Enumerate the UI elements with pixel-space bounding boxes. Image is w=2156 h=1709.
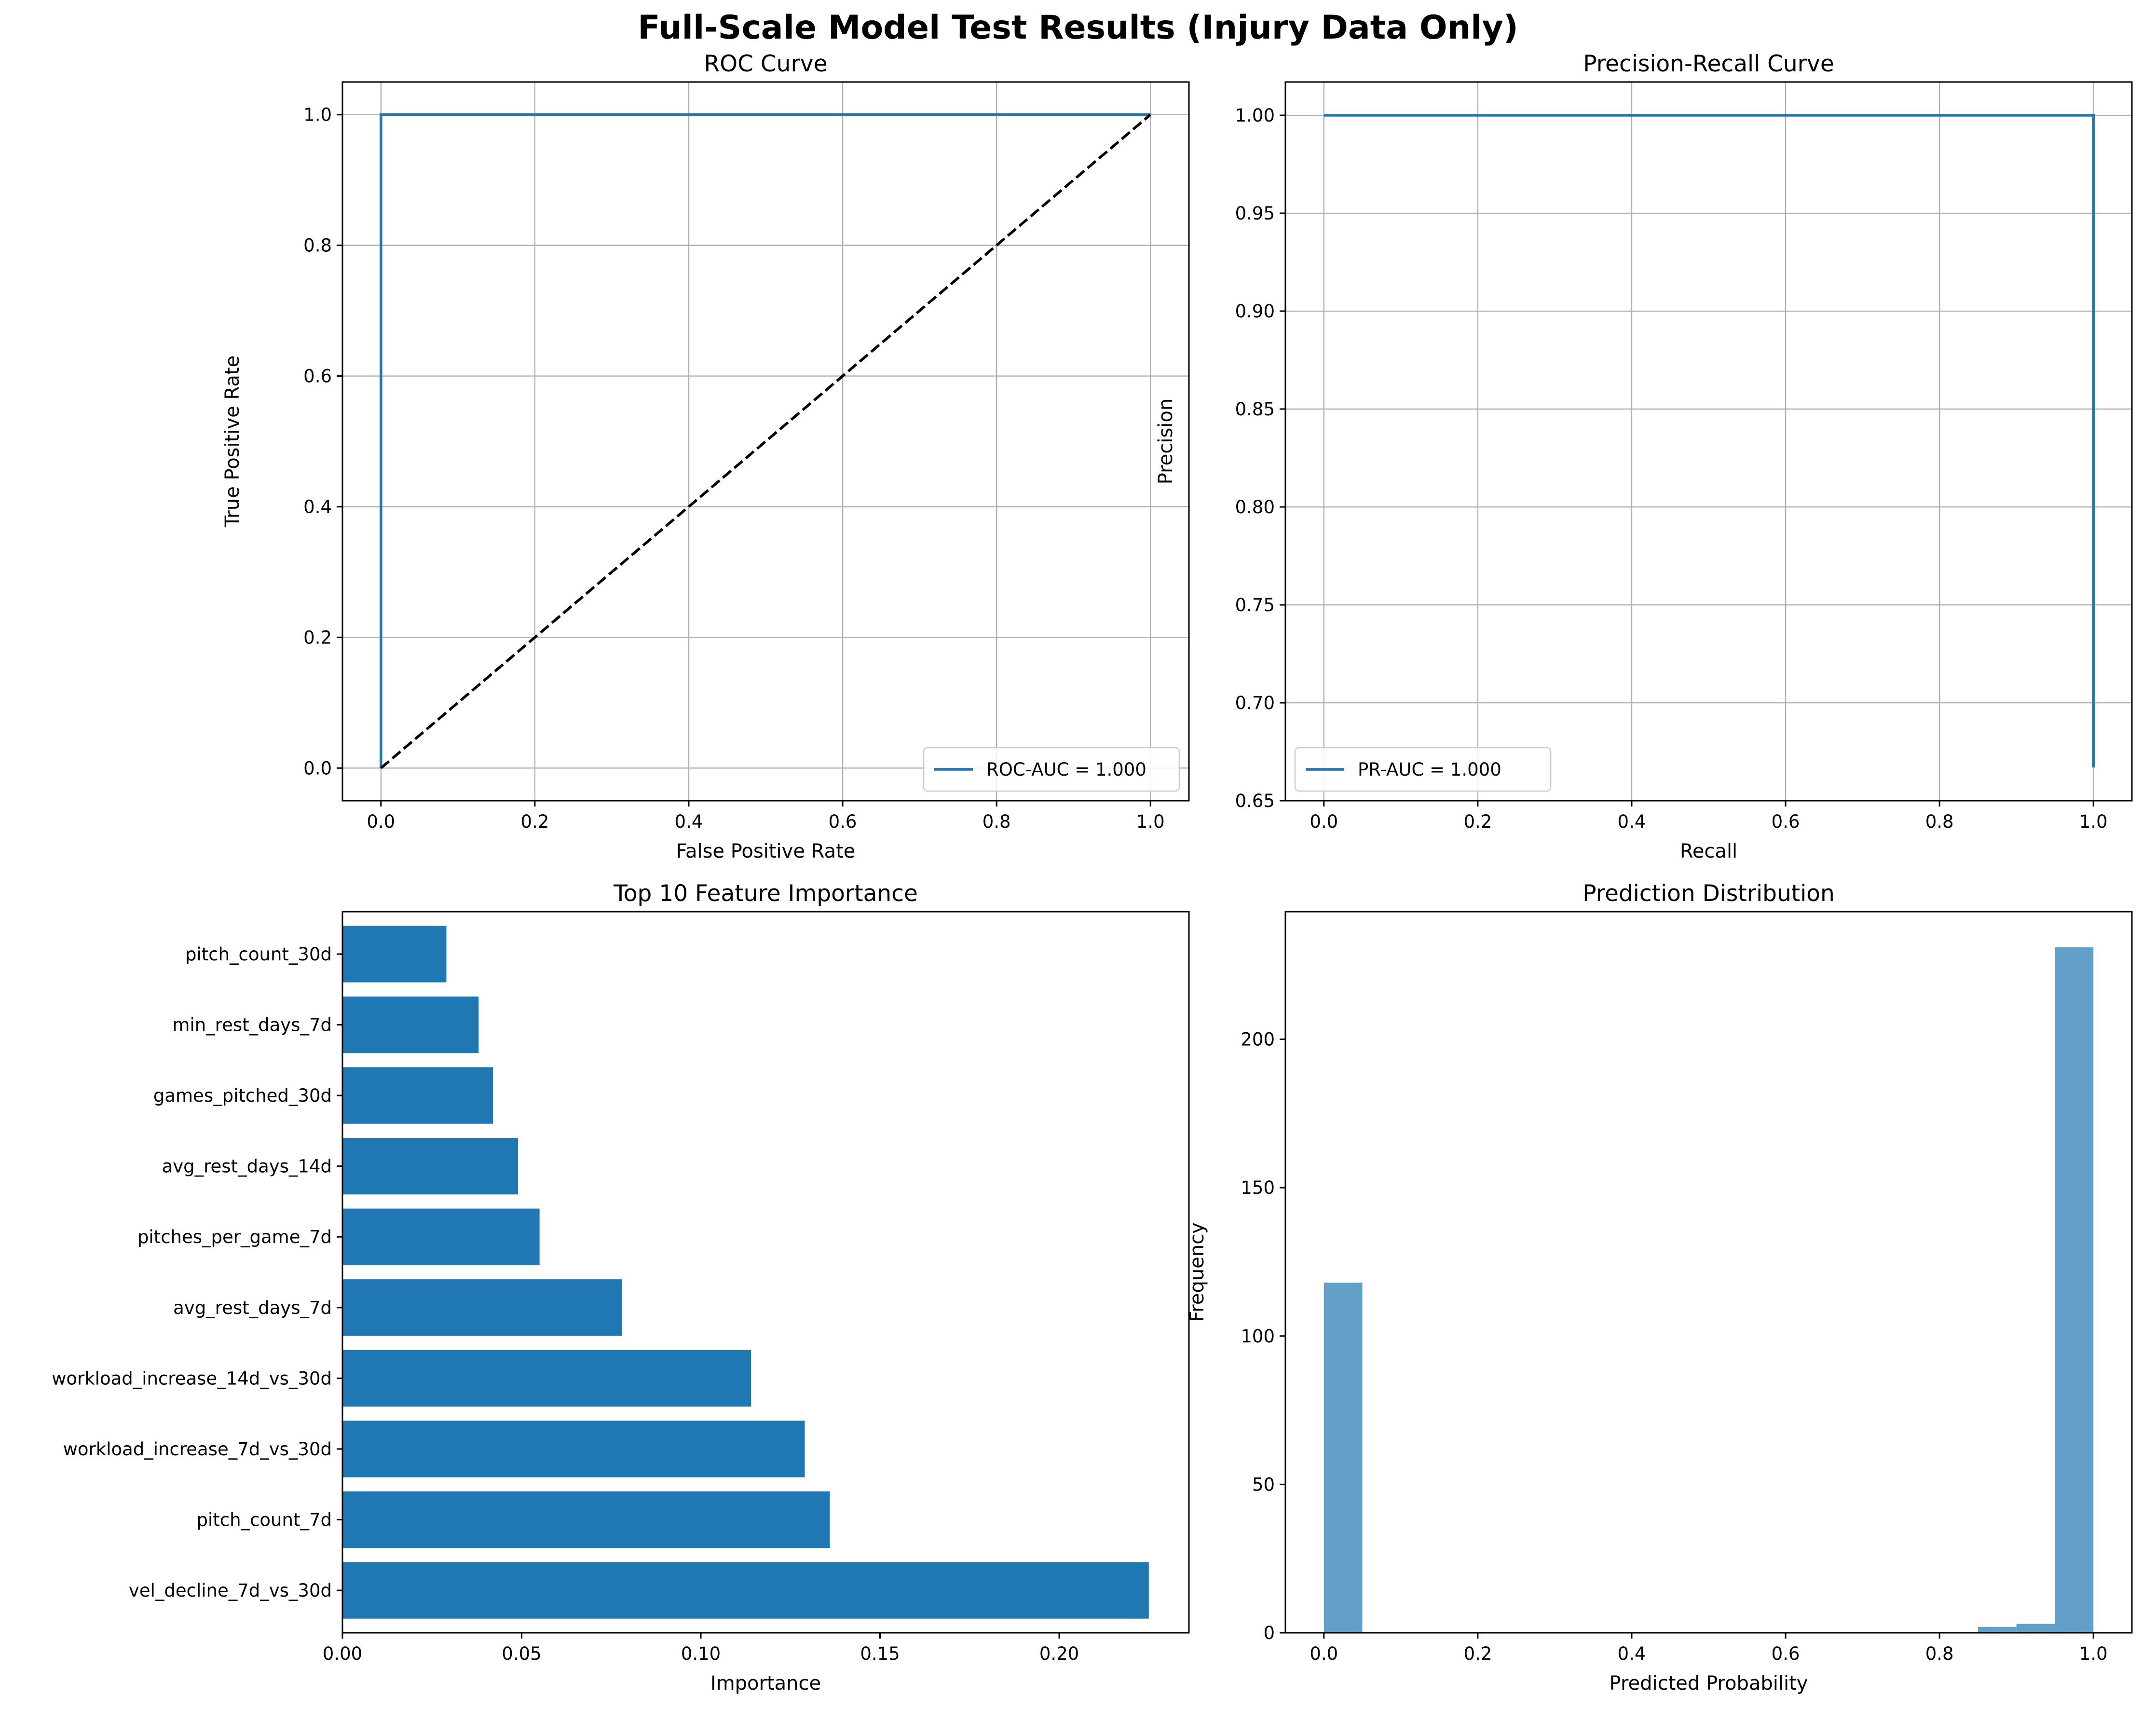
x-tick-label: 1.0 [2079, 1643, 2108, 1664]
y-tick-label: 0.4 [303, 496, 332, 517]
prediction-distribution-panel: 0.0 0.2 0.4 0.6 0.8 1.0 0 50 100 150 200 Prediction… [1186, 880, 2133, 1695]
series-line-0 [1324, 114, 2095, 767]
x-tick-label: 0.05 [502, 1643, 541, 1664]
x-tick-label: 0.10 [681, 1643, 721, 1664]
y-tick-label: 1.0 [303, 105, 332, 125]
x-tick-label: 0.6 [1772, 1643, 1800, 1664]
legend-label: ROC-AUC = 1.000 [986, 759, 1146, 780]
x-tick-label: 0.4 [1618, 1643, 1646, 1664]
bar-avg_rest_days_14d [342, 1138, 519, 1195]
bar-pitches_per_game_7d [342, 1208, 540, 1265]
legend-label: PR-AUC = 1.000 [1358, 759, 1501, 780]
category-label: avg_rest_days_7d [173, 1298, 332, 1318]
axes-frame-2 [341, 911, 1190, 1634]
y-axis-label-3: Frequency [1186, 1222, 1208, 1322]
x-tick-label: 0.15 [860, 1643, 900, 1664]
x-tick-label: 0.0 [1310, 1643, 1338, 1664]
x-tick-label: 0.8 [982, 811, 1011, 832]
y-tick-label: 0.0 [303, 758, 332, 779]
panel-title-2: Top 10 Feature Importance [613, 880, 918, 907]
bar-workload_increase_7d_vs_30d [342, 1421, 805, 1477]
y-tick-label: 150 [1241, 1177, 1275, 1198]
x-axis-label-1: Recall [1680, 840, 1737, 862]
y-tick-label: 0.75 [1235, 595, 1275, 615]
histogram-bar-1 [1978, 1627, 2017, 1633]
y-tick-label: 0.80 [1235, 497, 1275, 518]
x-axis-label-2: Importance [710, 1672, 821, 1695]
y-tick-label: 50 [1252, 1474, 1275, 1495]
x-tick-label: 0.6 [1772, 811, 1800, 832]
x-tick-label: 0.8 [1925, 811, 1954, 832]
x-axis-label-0: False Positive Rate [676, 840, 856, 862]
panel-title-0: ROC Curve [704, 51, 827, 77]
bar-min_rest_days_7d [342, 996, 479, 1053]
panel-title-3: Prediction Distribution [1583, 880, 1835, 907]
x-tick-label: 0.0 [367, 811, 395, 832]
x-axis-label-3: Predicted Probability [1610, 1672, 1808, 1695]
figure-title: Full-Scale Model Test Results (Injury Da… [638, 9, 1518, 47]
x-tick-label: 0.4 [1618, 811, 1646, 832]
feature-importance-panel: vel_decline_7d_vs_30d pitch_count_7d workl… [52, 880, 1190, 1695]
y-tick-label: 0.65 [1235, 791, 1275, 811]
x-tick-label: 0.0 [1310, 811, 1338, 832]
x-tick-label: 0.00 [323, 1643, 362, 1664]
legend-box-0 [923, 747, 1180, 792]
panel-title-1: Precision-Recall Curve [1583, 51, 1834, 77]
category-label: avg_rest_days_14d [162, 1156, 332, 1177]
bar-pitch_count_30d [342, 926, 447, 983]
histogram-bar-2 [2016, 1624, 2055, 1633]
category-label: min_rest_days_7d [172, 1015, 332, 1036]
histogram-bar-3 [2055, 947, 2094, 1633]
category-label: workload_increase_7d_vs_30d [63, 1439, 332, 1460]
category-label: pitch_count_30d [185, 944, 332, 965]
x-tick-label: 0.2 [1463, 811, 1492, 832]
axes-frame-0 [341, 81, 1190, 802]
x-tick-label: 0.2 [520, 811, 549, 832]
x-tick-label: 0.6 [829, 811, 857, 832]
x-tick-label: 0.8 [1925, 1643, 1954, 1664]
y-tick-label: 0.85 [1235, 399, 1275, 420]
y-tick-label: 0 [1263, 1623, 1275, 1643]
y-axis-label-0: True Positive Rate [221, 355, 244, 528]
bar-games_pitched_30d [342, 1067, 493, 1124]
x-tick-label: 0.4 [675, 811, 703, 832]
y-tick-label: 100 [1241, 1326, 1275, 1347]
y-tick-label: 0.6 [303, 366, 332, 387]
series-line-0 [380, 113, 1151, 768]
axes-frame-3 [1284, 911, 2133, 1634]
bar-avg_rest_days_7d [342, 1279, 622, 1336]
x-tick-label: 0.20 [1039, 1643, 1079, 1664]
bar-vel_decline_7d_vs_30d [342, 1562, 1149, 1619]
category-label: pitches_per_game_7d [137, 1227, 332, 1247]
y-tick-label: 0.8 [303, 235, 332, 256]
y-tick-label: 1.00 [1235, 105, 1275, 126]
y-tick-label: 0.2 [303, 627, 332, 648]
x-tick-label: 1.0 [1136, 811, 1165, 832]
category-label: vel_decline_7d_vs_30d [129, 1580, 332, 1601]
y-tick-label: 0.90 [1235, 301, 1275, 322]
category-label: games_pitched_30d [153, 1085, 332, 1106]
precision-recall-panel: 0.0 0.2 0.4 0.6 0.8 1.0 0.65 0.70 0.75 0.80 0.85 0.… [1155, 51, 2133, 862]
histogram-bar-0 [1324, 1283, 1363, 1633]
reference-diagonal-line [380, 113, 1151, 769]
bar-workload_increase_14d_vs_30d [342, 1350, 751, 1407]
roc-curve-panel: 0.0 0.2 0.4 0.6 0.8 1.0 0.0 0.2 0.4 0.6 0.8 1.0 ROC … [221, 51, 1190, 862]
gridlines-0 [342, 82, 1189, 801]
x-tick-label: 1.0 [2079, 811, 2108, 832]
axes-frame-1 [1284, 81, 2133, 802]
y-axis-label-1: Precision [1155, 398, 1177, 484]
x-tick-label: 0.2 [1463, 1643, 1492, 1664]
y-tick-label: 200 [1241, 1029, 1275, 1050]
category-label: workload_increase_14d_vs_30d [52, 1368, 332, 1389]
category-label: pitch_count_7d [197, 1509, 332, 1530]
bar-pitch_count_7d [342, 1491, 830, 1548]
y-tick-label: 0.70 [1235, 693, 1275, 713]
y-tick-label: 0.95 [1235, 203, 1275, 224]
legend-box-1 [1294, 747, 1552, 792]
